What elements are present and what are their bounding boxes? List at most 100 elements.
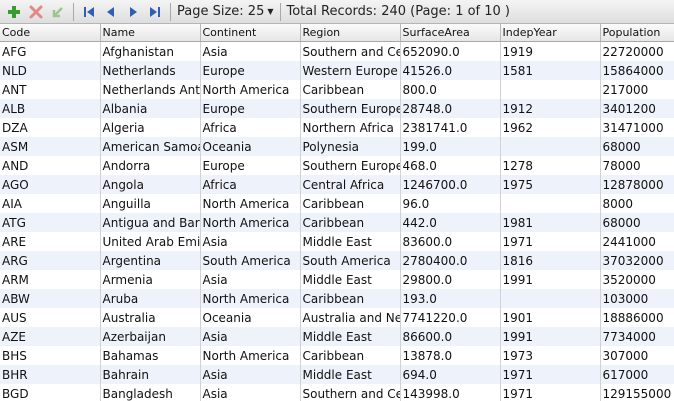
cell-code[interactable]: ALB xyxy=(0,99,101,118)
cell-surfacearea[interactable]: 199.0 xyxy=(400,137,501,156)
cell-region[interactable]: Northern Africa xyxy=(300,118,401,137)
delete-icon[interactable] xyxy=(25,1,47,23)
cell-region[interactable]: Caribbean xyxy=(300,194,401,213)
cell-name[interactable]: Bahrain xyxy=(100,365,201,384)
cell-name[interactable]: Albania xyxy=(100,99,201,118)
cell-surfacearea[interactable]: 2381741.0 xyxy=(400,118,501,137)
table-row[interactable]: ALB Albania Europe Southern Europe 28748.0 19… xyxy=(0,99,674,118)
cell-surfacearea[interactable]: 96.0 xyxy=(400,194,501,213)
table-row[interactable]: BHS Bahamas North America Caribbean 13878.0 1… xyxy=(0,346,674,365)
cell-continent[interactable]: Africa xyxy=(200,118,301,137)
cell-surfacearea[interactable]: 28748.0 xyxy=(400,99,501,118)
cell-continent[interactable]: Asia xyxy=(200,384,301,401)
cell-code[interactable]: AGO xyxy=(0,175,101,194)
previous-page-icon[interactable] xyxy=(100,1,122,23)
cell-population[interactable]: 617000 xyxy=(600,365,674,384)
cell-region[interactable]: Australia and New Zealand xyxy=(300,308,401,327)
cell-surfacearea[interactable]: 800.0 xyxy=(400,80,501,99)
cell-indepyear[interactable]: 1971 xyxy=(500,365,601,384)
cell-surfacearea[interactable]: 29800.0 xyxy=(400,270,501,289)
cell-region[interactable]: Caribbean xyxy=(300,80,401,99)
cell-code[interactable]: AZE xyxy=(0,327,101,346)
cell-region[interactable]: South America xyxy=(300,251,401,270)
cell-indepyear[interactable]: 1581 xyxy=(500,61,601,80)
cell-population[interactable]: 3401200 xyxy=(600,99,674,118)
column-header-name[interactable]: Name xyxy=(100,24,201,42)
cell-name[interactable]: Antigua and Barbuda xyxy=(100,213,201,232)
cell-indepyear[interactable] xyxy=(500,289,601,308)
cell-continent[interactable]: Asia xyxy=(200,270,301,289)
cell-surfacearea[interactable]: 468.0 xyxy=(400,156,501,175)
cell-region[interactable]: Middle East xyxy=(300,232,401,251)
cell-indepyear[interactable]: 1912 xyxy=(500,99,601,118)
cell-population[interactable]: 31471000 xyxy=(600,118,674,137)
column-header-region[interactable]: Region xyxy=(300,24,401,42)
cell-population[interactable]: 68000 xyxy=(600,137,674,156)
cell-code[interactable]: ARE xyxy=(0,232,101,251)
cell-name[interactable]: American Samoa xyxy=(100,137,201,156)
cell-surfacearea[interactable]: 143998.0 xyxy=(400,384,501,401)
cell-surfacearea[interactable]: 652090.0 xyxy=(400,41,501,61)
cell-continent[interactable]: Oceania xyxy=(200,308,301,327)
cell-name[interactable]: Australia xyxy=(100,308,201,327)
cell-indepyear[interactable]: 1971 xyxy=(500,384,601,401)
table-row[interactable]: ABW Aruba North America Caribbean 193.0 10300… xyxy=(0,289,674,308)
cell-code[interactable]: BHS xyxy=(0,346,101,365)
cell-indepyear[interactable] xyxy=(500,137,601,156)
cell-continent[interactable]: Asia xyxy=(200,365,301,384)
cell-name[interactable]: Angola xyxy=(100,175,201,194)
cell-code[interactable]: AFG xyxy=(0,41,101,61)
cell-indepyear[interactable]: 1901 xyxy=(500,308,601,327)
cell-name[interactable]: Armenia xyxy=(100,270,201,289)
cell-population[interactable]: 2441000 xyxy=(600,232,674,251)
cell-surfacearea[interactable]: 694.0 xyxy=(400,365,501,384)
cell-population[interactable]: 3520000 xyxy=(600,270,674,289)
cell-continent[interactable]: Asia xyxy=(200,327,301,346)
cell-region[interactable]: Southern Europe xyxy=(300,99,401,118)
cell-region[interactable]: Middle East xyxy=(300,270,401,289)
table-row[interactable]: AIA Anguilla North America Caribbean 96.0 800… xyxy=(0,194,674,213)
cell-continent[interactable]: North America xyxy=(200,346,301,365)
cell-population[interactable]: 68000 xyxy=(600,213,674,232)
cell-continent[interactable]: North America xyxy=(200,213,301,232)
cell-population[interactable]: 18886000 xyxy=(600,308,674,327)
column-header-population[interactable]: Population xyxy=(600,24,674,42)
table-row[interactable]: AGO Angola Africa Central Africa 1246700.0 19… xyxy=(0,175,674,194)
cell-code[interactable]: BGD xyxy=(0,384,101,401)
column-header-indepyear[interactable]: IndepYear xyxy=(500,24,601,42)
cell-surfacearea[interactable]: 83600.0 xyxy=(400,232,501,251)
cell-code[interactable]: ARM xyxy=(0,270,101,289)
table-row[interactable]: AZE Azerbaijan Asia Middle East 86600.0 1991 7… xyxy=(0,327,674,346)
cell-code[interactable]: NLD xyxy=(0,61,101,80)
apply-changes-icon[interactable] xyxy=(47,1,69,23)
cell-region[interactable]: Caribbean xyxy=(300,213,401,232)
cell-continent[interactable]: Europe xyxy=(200,99,301,118)
table-row[interactable]: ASM American Samoa Oceania Polynesia 199.0 68… xyxy=(0,137,674,156)
table-row[interactable]: BHR Bahrain Asia Middle East 694.0 1971 617000 xyxy=(0,365,674,384)
cell-region[interactable]: Central Africa xyxy=(300,175,401,194)
cell-code[interactable]: AUS xyxy=(0,308,101,327)
cell-region[interactable]: Middle East xyxy=(300,365,401,384)
cell-region[interactable]: Southern and Central Asia xyxy=(300,41,401,61)
cell-population[interactable]: 7734000 xyxy=(600,327,674,346)
column-header-code[interactable]: Code xyxy=(0,24,101,42)
cell-indepyear[interactable]: 1962 xyxy=(500,118,601,137)
column-header-continent[interactable]: Continent xyxy=(200,24,301,42)
cell-indepyear[interactable]: 1971 xyxy=(500,232,601,251)
cell-continent[interactable]: North America xyxy=(200,289,301,308)
cell-code[interactable]: ASM xyxy=(0,137,101,156)
table-row[interactable]: AND Andorra Europe Southern Europe 468.0 1278… xyxy=(0,156,674,175)
cell-indepyear[interactable]: 1991 xyxy=(500,327,601,346)
cell-continent[interactable]: Oceania xyxy=(200,137,301,156)
cell-continent[interactable]: North America xyxy=(200,194,301,213)
cell-region[interactable]: Caribbean xyxy=(300,346,401,365)
cell-continent[interactable]: Europe xyxy=(200,156,301,175)
cell-region[interactable]: Western Europe xyxy=(300,61,401,80)
cell-population[interactable]: 129155000 xyxy=(600,384,674,401)
cell-continent[interactable]: Asia xyxy=(200,232,301,251)
